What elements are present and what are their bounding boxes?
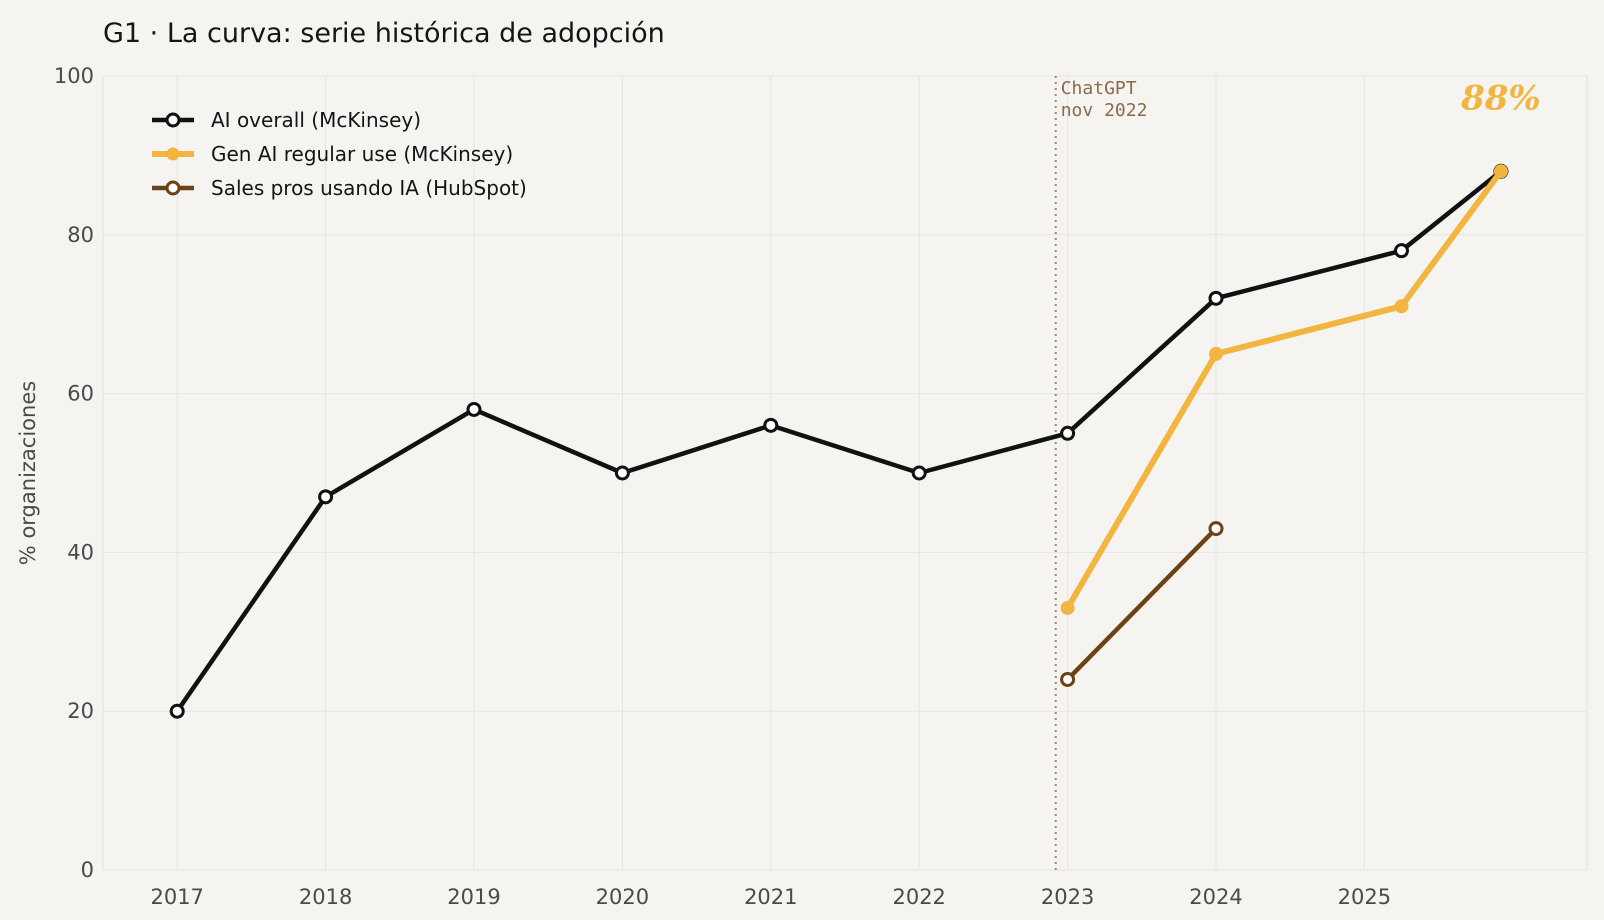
series-line [174, 169, 1504, 714]
plot-area [169, 163, 1509, 719]
data-point [1493, 164, 1508, 179]
legend: AI overall (McKinsey) Gen AI regular use … [152, 108, 527, 200]
data-point [1394, 299, 1409, 314]
data-point [1394, 243, 1409, 259]
data-point [466, 401, 482, 417]
legend-swatch-marker [166, 147, 180, 161]
x-tick-label: 2025 [1338, 885, 1391, 909]
data-point [763, 417, 779, 433]
series-line [1064, 168, 1504, 611]
series-0 [169, 163, 1509, 719]
y-tick-label: 80 [67, 223, 94, 247]
y-axis-label: % organizaciones [16, 381, 40, 565]
x-tick-label: 2018 [299, 885, 352, 909]
data-point [1209, 346, 1223, 361]
axes: 2017 2018 2019 2020 2021 2022 2023 2024 2025 0 20 4… [54, 64, 1391, 909]
series-2 [1060, 521, 1224, 687]
series-line [1065, 526, 1219, 682]
legend-swatch-marker [165, 180, 181, 196]
x-tick-label: 2024 [1189, 885, 1242, 909]
legend-entry: Gen AI regular use (McKinsey) [152, 142, 513, 166]
x-tick-label: 2022 [892, 885, 945, 909]
data-point [1208, 290, 1224, 306]
data-point [1060, 671, 1076, 687]
legend-label: AI overall (McKinsey) [211, 108, 421, 132]
data-point [1208, 521, 1224, 537]
data-point [614, 465, 630, 481]
legend-swatch-marker [165, 112, 181, 128]
chatgpt-marker-date: nov 2022 [1061, 100, 1148, 121]
data-point [318, 489, 334, 505]
x-tick-label: 2023 [1041, 885, 1094, 909]
y-tick-label: 60 [67, 382, 94, 406]
end-value-label: 88% [1460, 78, 1541, 118]
grid [102, 75, 1588, 871]
x-tick-label: 2020 [596, 885, 649, 909]
data-point [911, 465, 927, 481]
chart-title: G1 · La curva: serie histórica de adopci… [103, 18, 665, 49]
data-point [1060, 600, 1075, 615]
y-tick-label: 0 [81, 858, 94, 882]
legend-label: Sales pros usando IA (HubSpot) [211, 176, 527, 200]
data-point [1060, 425, 1076, 441]
y-tick-label: 100 [54, 64, 94, 88]
y-tick-label: 20 [67, 699, 94, 723]
chatgpt-marker-label: ChatGPT [1061, 78, 1137, 99]
y-tick-label: 40 [67, 540, 94, 564]
legend-label: Gen AI regular use (McKinsey) [211, 142, 513, 166]
legend-entry: AI overall (McKinsey) [152, 108, 421, 132]
data-point [169, 703, 185, 719]
x-tick-label: 2017 [150, 885, 203, 909]
legend-entry: Sales pros usando IA (HubSpot) [152, 176, 527, 200]
x-tick-label: 2019 [447, 885, 500, 909]
x-tick-label: 2021 [744, 885, 797, 909]
series-1 [1060, 164, 1508, 615]
